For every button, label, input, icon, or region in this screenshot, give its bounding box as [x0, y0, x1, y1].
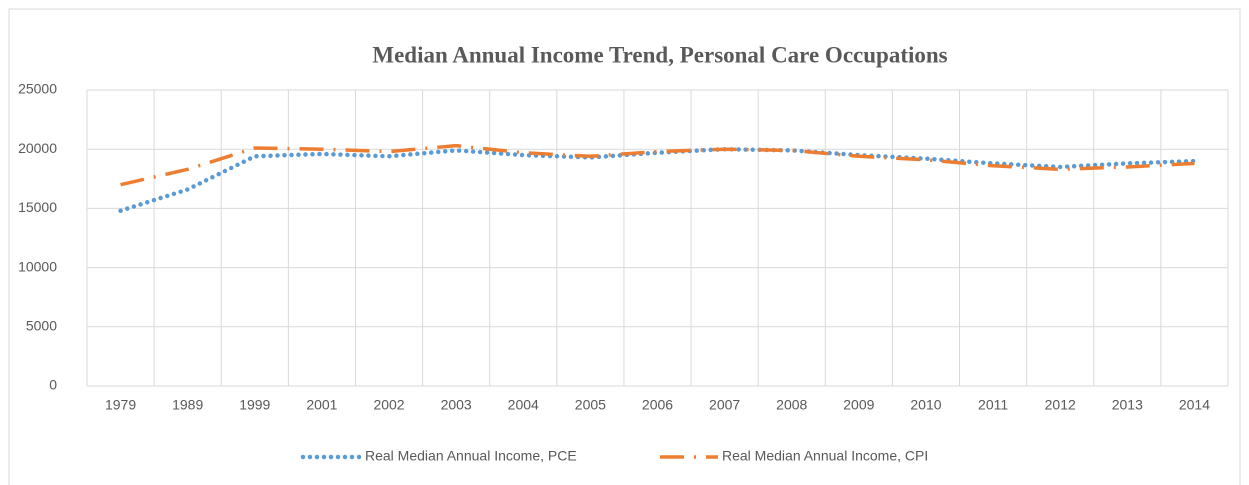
x-tick-label: 2006	[642, 397, 673, 413]
chart-title: Median Annual Income Trend, Personal Car…	[372, 42, 947, 67]
legend-label: Real Median Annual Income, CPI	[722, 448, 928, 464]
x-tick-label: 2012	[1045, 397, 1076, 413]
y-tick-label: 25000	[18, 81, 57, 97]
series-line	[118, 146, 1197, 214]
x-tick-label: 1979	[105, 397, 136, 413]
x-tick-label: 2003	[441, 397, 472, 413]
x-tick-label: 1999	[239, 397, 270, 413]
x-tick-label: 2001	[306, 397, 337, 413]
x-tick-label: 2007	[709, 397, 740, 413]
y-tick-label: 15000	[18, 199, 57, 215]
x-tick-label: 2013	[1112, 397, 1143, 413]
x-tick-label: 2004	[508, 397, 539, 413]
y-tick-label: 10000	[18, 258, 57, 274]
y-tick-label: 20000	[18, 140, 57, 156]
legend-label: Real Median Annual Income, PCE	[365, 448, 577, 464]
x-tick-label: 2011	[978, 397, 1008, 413]
series-line	[120, 143, 1195, 187]
y-tick-label: 0	[49, 377, 57, 393]
x-tick-label: 2009	[843, 397, 874, 413]
x-tick-label: 2005	[575, 397, 606, 413]
x-tick-label: 2002	[373, 397, 404, 413]
chart-border	[8, 8, 1241, 485]
y-tick-label: 5000	[26, 318, 57, 334]
x-tick-label: 2008	[776, 397, 807, 413]
x-tick-label: 1989	[172, 397, 203, 413]
x-tick-label: 2014	[1179, 397, 1210, 413]
x-tick-label: 2010	[910, 397, 941, 413]
